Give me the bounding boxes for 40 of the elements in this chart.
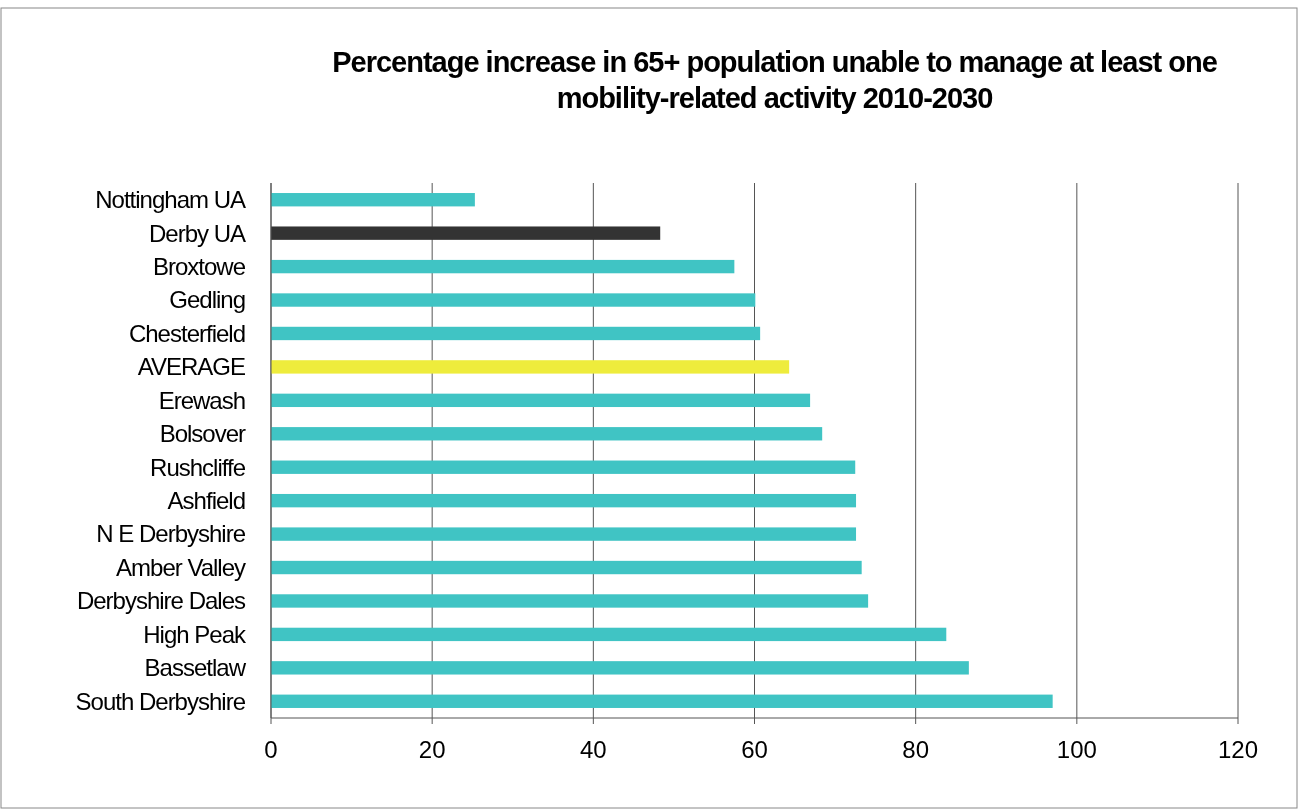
x-tick-label: 40 <box>579 736 607 763</box>
x-tick-label: 80 <box>902 736 930 763</box>
y-tick-label: Gedling <box>169 286 245 314</box>
bar <box>271 661 969 675</box>
y-tick-label: Ashfield <box>167 487 245 515</box>
x-tick-label: 20 <box>418 736 446 763</box>
bar <box>271 493 857 508</box>
bar <box>271 293 756 307</box>
bar <box>271 560 862 575</box>
y-tick-label: Derbyshire Dales <box>76 587 246 615</box>
y-tick-label: Nottingham UA <box>95 186 246 214</box>
bar <box>271 259 735 274</box>
bar <box>271 427 823 441</box>
y-tick-label: South Derbyshire <box>75 687 246 715</box>
y-tick-label: AVERAGE <box>137 353 245 381</box>
y-tick-label: Amber Valley <box>116 553 246 581</box>
x-tick-label: 100 <box>1056 736 1097 763</box>
y-tick-label: Rushcliffe <box>150 453 246 481</box>
bar <box>271 460 856 474</box>
x-tick-label: 120 <box>1217 736 1259 763</box>
bar <box>271 694 1053 708</box>
y-tick-label: Chesterfield <box>128 319 245 347</box>
bar <box>271 627 947 642</box>
bar <box>271 360 790 374</box>
bar <box>271 193 475 207</box>
y-tick-label: Erewash <box>158 386 245 414</box>
y-tick-label: Bolsover <box>159 420 247 448</box>
y-tick-label: Derby UA <box>148 219 246 247</box>
y-tick-label: Bassetlaw <box>144 654 247 682</box>
y-tick-label: N E Derbyshire <box>96 520 246 548</box>
chart-title: Percentage increase in 65+ population unable to manage at least one mobility-related activity 2010-2030 <box>332 46 1218 114</box>
x-tick-label: 60 <box>741 736 768 763</box>
x-tick-label: 0 <box>264 736 278 763</box>
y-tick-label: High Peak <box>143 620 247 648</box>
y-tick-label: Broxtowe <box>152 252 246 280</box>
bar <box>271 326 761 341</box>
bar <box>271 527 857 541</box>
bar <box>271 594 869 608</box>
bar <box>271 226 661 240</box>
bar <box>271 393 811 408</box>
